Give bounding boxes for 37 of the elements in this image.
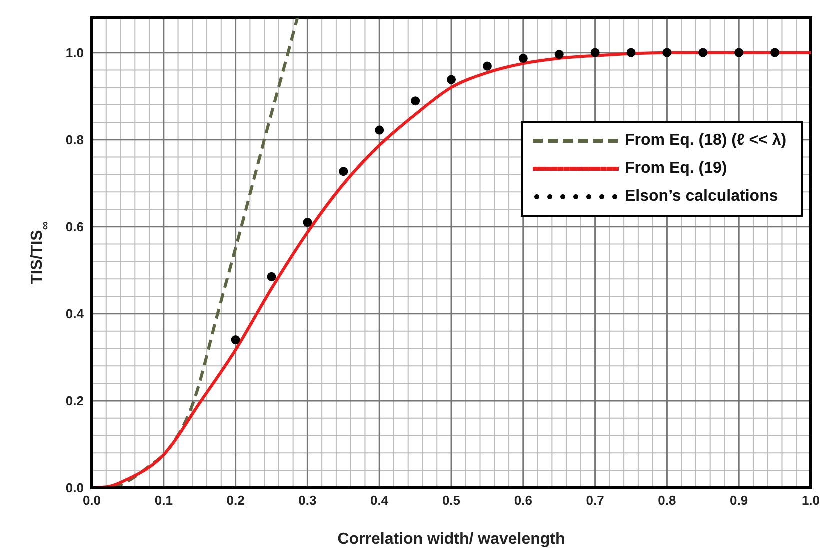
point: [303, 218, 312, 228]
x-axis-title: Correlation width/ wavelength: [338, 531, 566, 548]
point: [770, 48, 780, 58]
x-tick-label: 0.5: [442, 493, 461, 508]
y-tick-label: 0.0: [66, 480, 84, 496]
x-tick-label: 0.7: [586, 493, 604, 508]
point: [554, 50, 564, 60]
x-tick-label: 0.0: [82, 493, 102, 508]
point: [267, 272, 276, 282]
point: [518, 54, 528, 63]
point: [662, 48, 672, 58]
point: [411, 96, 420, 106]
x-tick-label: 0.9: [730, 493, 748, 508]
point: [446, 75, 456, 84]
x-tick-label: 0.3: [298, 493, 317, 508]
point: [698, 48, 708, 58]
legend-label: From Eq. (19): [625, 159, 728, 180]
y-tick-label: 0.4: [66, 306, 85, 322]
point: [231, 336, 240, 345]
point: [375, 126, 384, 135]
y-tick-label: 0.8: [66, 132, 84, 148]
y-tick-label: 1.0: [66, 45, 84, 60]
legend-label: From Eq. (18) (ℓ << λ): [625, 131, 787, 152]
point: [626, 48, 636, 58]
x-tick-label: 0.1: [154, 493, 173, 508]
x-tick-label: 0.4: [370, 493, 390, 508]
x-tick-label: 1.0: [802, 493, 820, 508]
x-tick-label: 0.2: [226, 493, 245, 508]
point: [482, 62, 492, 71]
point: [734, 48, 744, 58]
point: [339, 167, 348, 176]
y-tick-label: 0.2: [66, 394, 84, 409]
x-tick-label: 0.6: [514, 493, 532, 508]
legend-label: Elson’s calculations: [625, 187, 778, 208]
y-tick-label: 0.6: [66, 220, 84, 235]
point: [590, 48, 600, 58]
x-tick-label: 0.8: [658, 493, 676, 508]
